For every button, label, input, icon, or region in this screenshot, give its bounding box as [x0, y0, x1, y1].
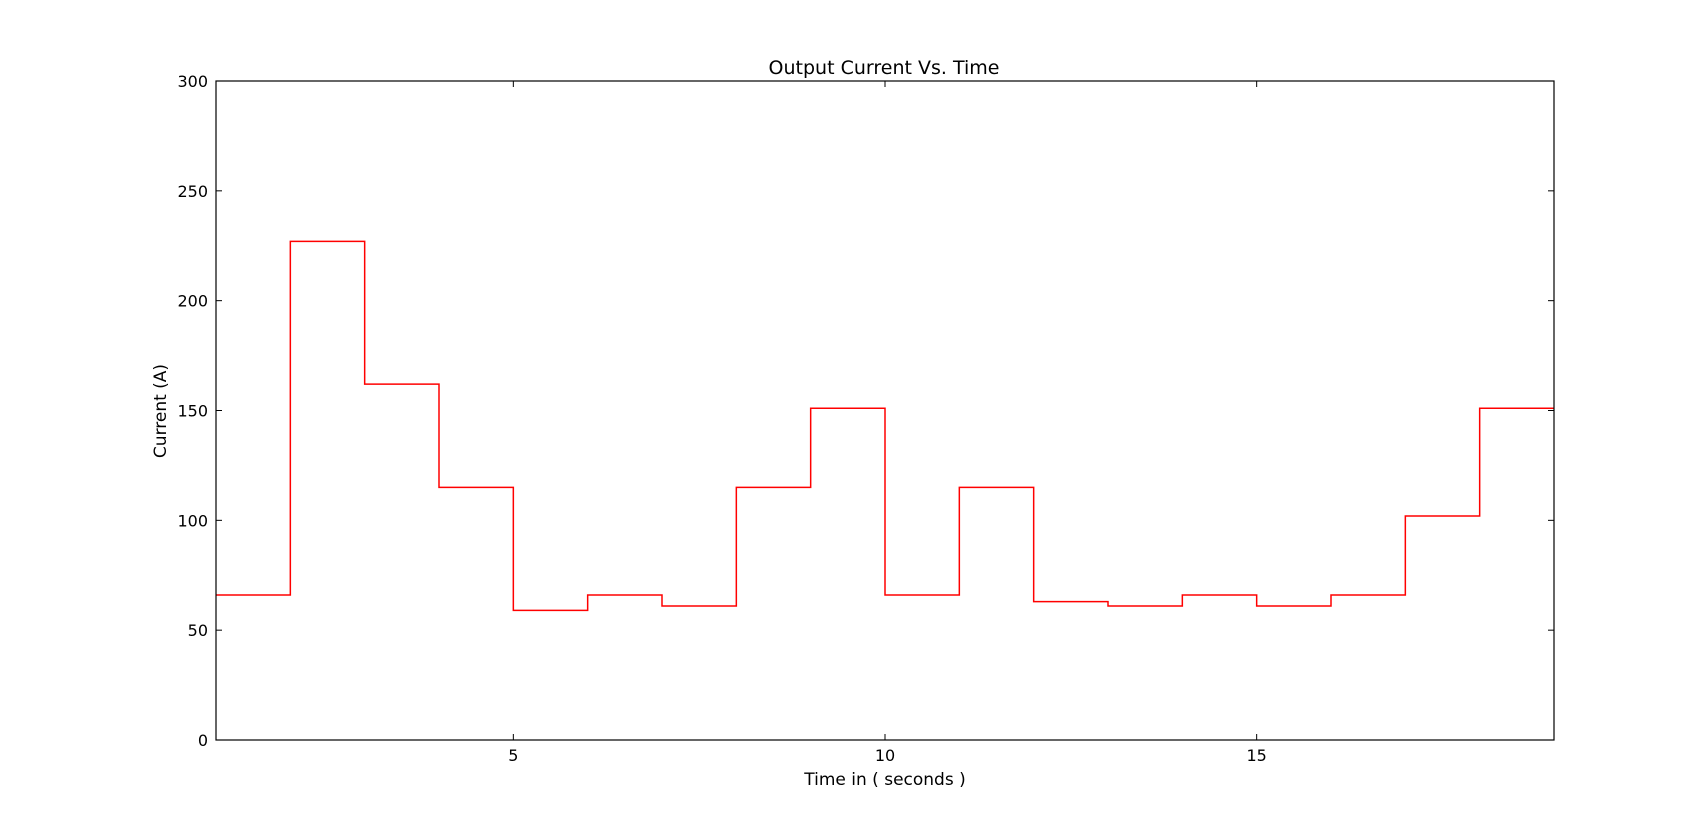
y-tick-label: 250 [177, 182, 208, 201]
ticks: 0 50 100 150 200 250 300 5 10 15 [177, 72, 1554, 765]
x-axis-label: Time in ( seconds ) [803, 770, 965, 790]
series-line [216, 240, 1554, 612]
y-axis-label: Current (A) [151, 364, 171, 458]
chart-title: Output Current Vs. Time [769, 57, 1000, 79]
y-tick-label: 0 [198, 731, 208, 750]
y-tick-label: 200 [177, 292, 208, 311]
x-tick-label: 5 [508, 746, 518, 765]
y-tick-label: 300 [177, 72, 208, 91]
x-tick-label: 15 [1246, 746, 1266, 765]
y-tick-label: 100 [177, 511, 208, 530]
y-tick-label: 50 [188, 621, 208, 640]
x-tick-label: 10 [875, 746, 895, 765]
plot-area [215, 80, 1555, 741]
y-tick-label: 150 [177, 402, 208, 421]
